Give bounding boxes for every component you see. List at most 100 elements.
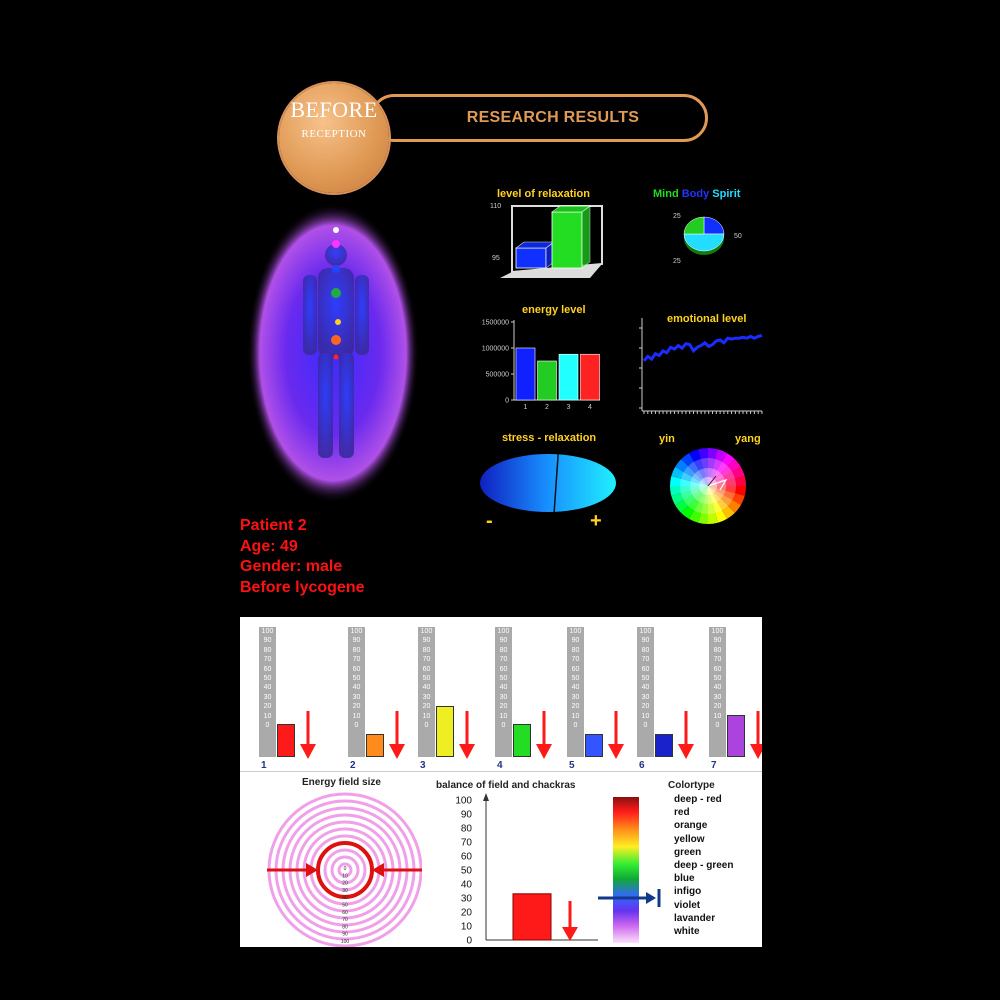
- chakra-column-3: 100 90 80 70 60 50 40 30 20 10 0 3: [418, 627, 478, 771]
- balance-ytick: 50: [461, 866, 473, 877]
- energy-chart: 0 500000 1000000 1500000 1 2 3 4: [482, 320, 600, 411]
- stress-plus-label: +: [590, 510, 602, 532]
- colortype-item: green: [674, 846, 702, 858]
- colortype-item: blue: [674, 873, 695, 885]
- patient-name: Patient 2: [240, 517, 307, 534]
- patient-note: Before lycogene: [240, 578, 365, 596]
- colortype-list: deep - red red orange yellow green deep - gre…: [674, 793, 733, 938]
- colortype-item: white: [674, 926, 700, 938]
- energy-ytick: 500000: [486, 372, 509, 379]
- arrow-down-icon: [536, 711, 552, 759]
- energy-ytick: 1000000: [482, 346, 509, 353]
- arrow-right-icon: [372, 863, 384, 877]
- arrow-down-icon: [608, 711, 624, 759]
- relaxation-ytick-bottom: 95: [492, 255, 500, 262]
- emotional-chart: [639, 318, 763, 414]
- relaxation-bar-1: [515, 247, 547, 269]
- field-scale-label: 40: [342, 895, 348, 901]
- chakra-bar-2: [366, 734, 384, 757]
- chakra-column-2: 100 90 80 70 60 50 40 30 20 10 0 2: [348, 627, 408, 771]
- balance-ytick: 100: [455, 796, 472, 807]
- yin-label: yin: [659, 433, 675, 445]
- chakra-bar-7: [727, 714, 745, 757]
- mbs-label-c: 25: [673, 258, 681, 265]
- colortype-title: Colortype: [668, 780, 715, 791]
- stress-gauge: [480, 453, 616, 513]
- aura-image: [248, 203, 418, 503]
- balance-ytick: 70: [461, 838, 473, 849]
- chakra-scale: 100 90 80 70 60 50 40 30 20 10 0: [348, 627, 365, 757]
- colortype-marker: [598, 889, 661, 907]
- chakra-scale: 100 90 80 70 60 50 40 30 20 10 0: [709, 627, 726, 757]
- balance-ytick: 30: [461, 894, 473, 905]
- chakra-number: 7: [711, 760, 717, 771]
- balance-ytick: 60: [461, 852, 473, 863]
- colortype-item: deep - green: [674, 860, 734, 872]
- colortype-item: red: [674, 807, 690, 819]
- field-scale-label: 70: [342, 917, 348, 923]
- chakra-number: 1: [261, 760, 267, 771]
- mbs-title: Mind Body Spirit: [653, 188, 740, 200]
- arrow-down-icon: [459, 711, 475, 759]
- stress-needle: [553, 453, 559, 513]
- chakra-column-7: 100 90 80 70 60 50 40 30 20 10 0 7: [709, 627, 762, 771]
- stress-title: stress - relaxation: [502, 432, 597, 444]
- chakra-scale: 100 90 80 70 60 50 40 30 20 10 0: [495, 627, 512, 757]
- emotional-series-line: [642, 334, 763, 362]
- field-scale-label: 30: [342, 888, 348, 894]
- chakra-bar-3: [436, 705, 454, 757]
- before-badge: BEFORE RECEPTION: [279, 83, 389, 193]
- field-scale-label: 20: [342, 881, 348, 887]
- chakra-column-4: 100 90 80 70 60 50 40 30 20 10 0 4: [495, 627, 555, 771]
- arrow-down-icon: [389, 711, 405, 759]
- divider: [240, 771, 762, 772]
- chakra-bar-1: [277, 724, 295, 757]
- chakra-bar-5: [585, 734, 603, 757]
- balance-bar: [512, 893, 552, 941]
- chakra-number: 5: [569, 760, 575, 771]
- chakra-column-1: 100 90 80 70 60 50 40 30 20 10 0 1: [259, 627, 319, 771]
- stress-minus-label: -: [486, 510, 493, 532]
- field-scale-label: 10: [342, 873, 348, 879]
- balance-ytick: 0: [466, 936, 472, 946]
- field-scale-label: 60: [342, 910, 348, 916]
- chakra-bar-6: [655, 734, 673, 757]
- chakra-bars: 100 90 80 70 60 50 40 30 20 10 0 1 100 90 80 70 60 50 40 30…: [240, 617, 762, 771]
- energy-title: energy level: [522, 304, 586, 316]
- mbs-slice-1: [703, 216, 725, 235]
- relaxation-ytick-top: 110: [490, 203, 501, 210]
- mbs-slice-2: [683, 233, 725, 252]
- field-scale-label: 90: [342, 932, 348, 938]
- field-scale-label: 0: [344, 866, 347, 872]
- energy-xtick: 1: [524, 404, 528, 411]
- arrow-down-icon: [562, 927, 578, 941]
- energy-bar-1: [515, 347, 536, 401]
- balance-title: balance of field and chackras: [436, 780, 576, 791]
- energy-xtick: 2: [545, 404, 549, 411]
- field-scale-label: 80: [342, 924, 348, 930]
- colortype-item: yellow: [674, 833, 705, 845]
- patient-gender: Gender: male: [240, 558, 343, 575]
- field-scale-label: 50: [342, 903, 348, 909]
- arrow-down-icon: [678, 711, 694, 759]
- balance-ytick: 80: [461, 824, 473, 835]
- colortype-item: infigo: [674, 886, 702, 898]
- chakra-panel: 100 90 80 70 60 50 40 30 20 10 0 1 100 90 80 70 60 50 40 30…: [240, 617, 762, 947]
- yinyang-wheel: [670, 448, 746, 524]
- mbs-body: Body: [681, 188, 710, 200]
- mbs-slice-3: [683, 216, 705, 235]
- chakra-column-5: 100 90 80 70 60 50 40 30 20 10 0 5: [567, 627, 627, 771]
- colortype-item: orange: [674, 820, 708, 832]
- chakra-scale: 100 90 80 70 60 50 40 30 20 10 0: [418, 627, 435, 757]
- mbs-label-a: 25: [673, 213, 681, 220]
- chakra-number: 6: [639, 760, 645, 771]
- yang-label: yang: [735, 433, 761, 445]
- chakra-number: 2: [350, 760, 356, 771]
- colortype-item: deep - red: [674, 794, 722, 805]
- badge-sub-text: RECEPTION: [301, 128, 367, 140]
- arrow-down-icon: [300, 711, 316, 759]
- mbs-mind: Mind: [653, 188, 679, 200]
- energy-xtick: 4: [588, 404, 592, 411]
